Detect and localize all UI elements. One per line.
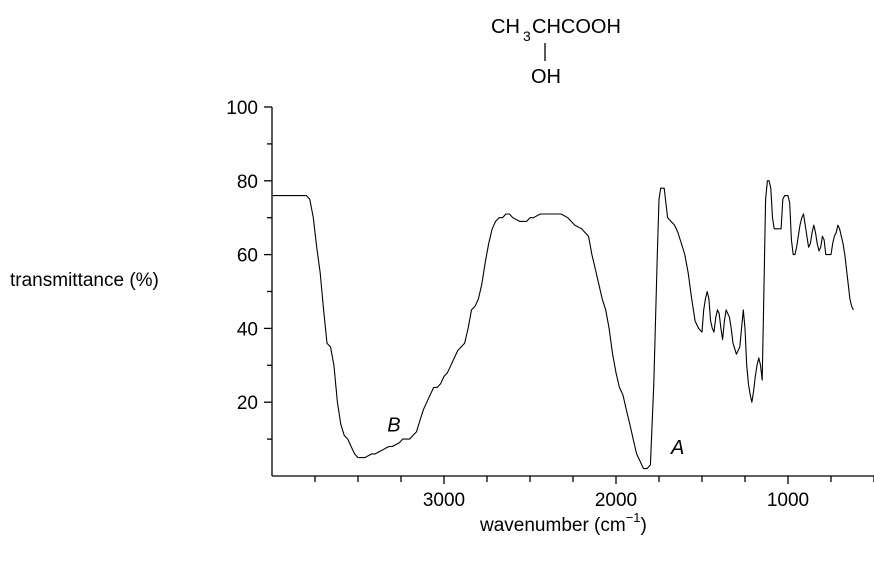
formula-chcooh: CHCOOH — [532, 16, 621, 38]
x-axis-title-close: ) — [641, 515, 647, 536]
x-axis-title-text: wavenumber (cm — [479, 515, 626, 536]
x-tick-label: 2000 — [595, 490, 637, 511]
y-tick-label: 20 — [237, 393, 258, 414]
peak-label-a: A — [670, 437, 684, 459]
peak-annotations: BA — [387, 415, 684, 459]
x-tick-label: 3000 — [423, 490, 465, 511]
y-tick-label: 40 — [237, 319, 258, 340]
spectrum-series-line — [272, 180, 854, 470]
x-axis-title: wavenumber (cm−1) — [479, 510, 647, 536]
x-axis-ticks: 3000 2000 1000 — [314, 476, 874, 511]
y-tick-label: 60 — [237, 246, 258, 267]
peak-label-b: B — [387, 415, 400, 437]
formula-oh: OH — [531, 66, 561, 88]
formula-ch: CH — [491, 16, 520, 38]
structural-formula: CH 3 CHCOOH OH — [491, 16, 621, 88]
y-axis-ticks: 20 40 60 80 100 — [226, 98, 272, 440]
x-axis-title-sup: −1 — [626, 510, 641, 525]
y-axis-title: transmittance (%) — [10, 270, 159, 291]
y-tick-label: 100 — [226, 98, 258, 119]
x-tick-label: 1000 — [767, 490, 809, 511]
y-tick-label: 80 — [237, 172, 258, 193]
formula-subscript: 3 — [523, 28, 531, 44]
